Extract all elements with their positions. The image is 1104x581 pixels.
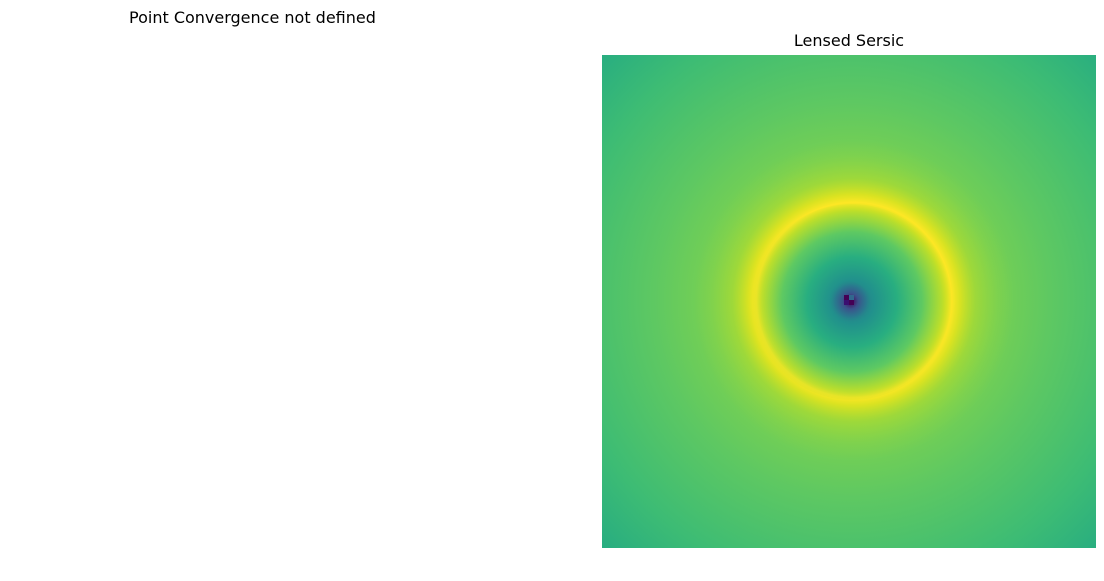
lensed-sersic-svg [602,55,1096,548]
core-pixel [849,300,854,305]
right-panel-title: Lensed Sersic [793,31,905,50]
core-pixel [844,295,849,300]
lensed-sersic-image [602,55,1096,548]
core-pixel [844,300,849,305]
core-pixel [849,295,854,300]
left-panel-title: Point Convergence not defined [129,8,376,27]
